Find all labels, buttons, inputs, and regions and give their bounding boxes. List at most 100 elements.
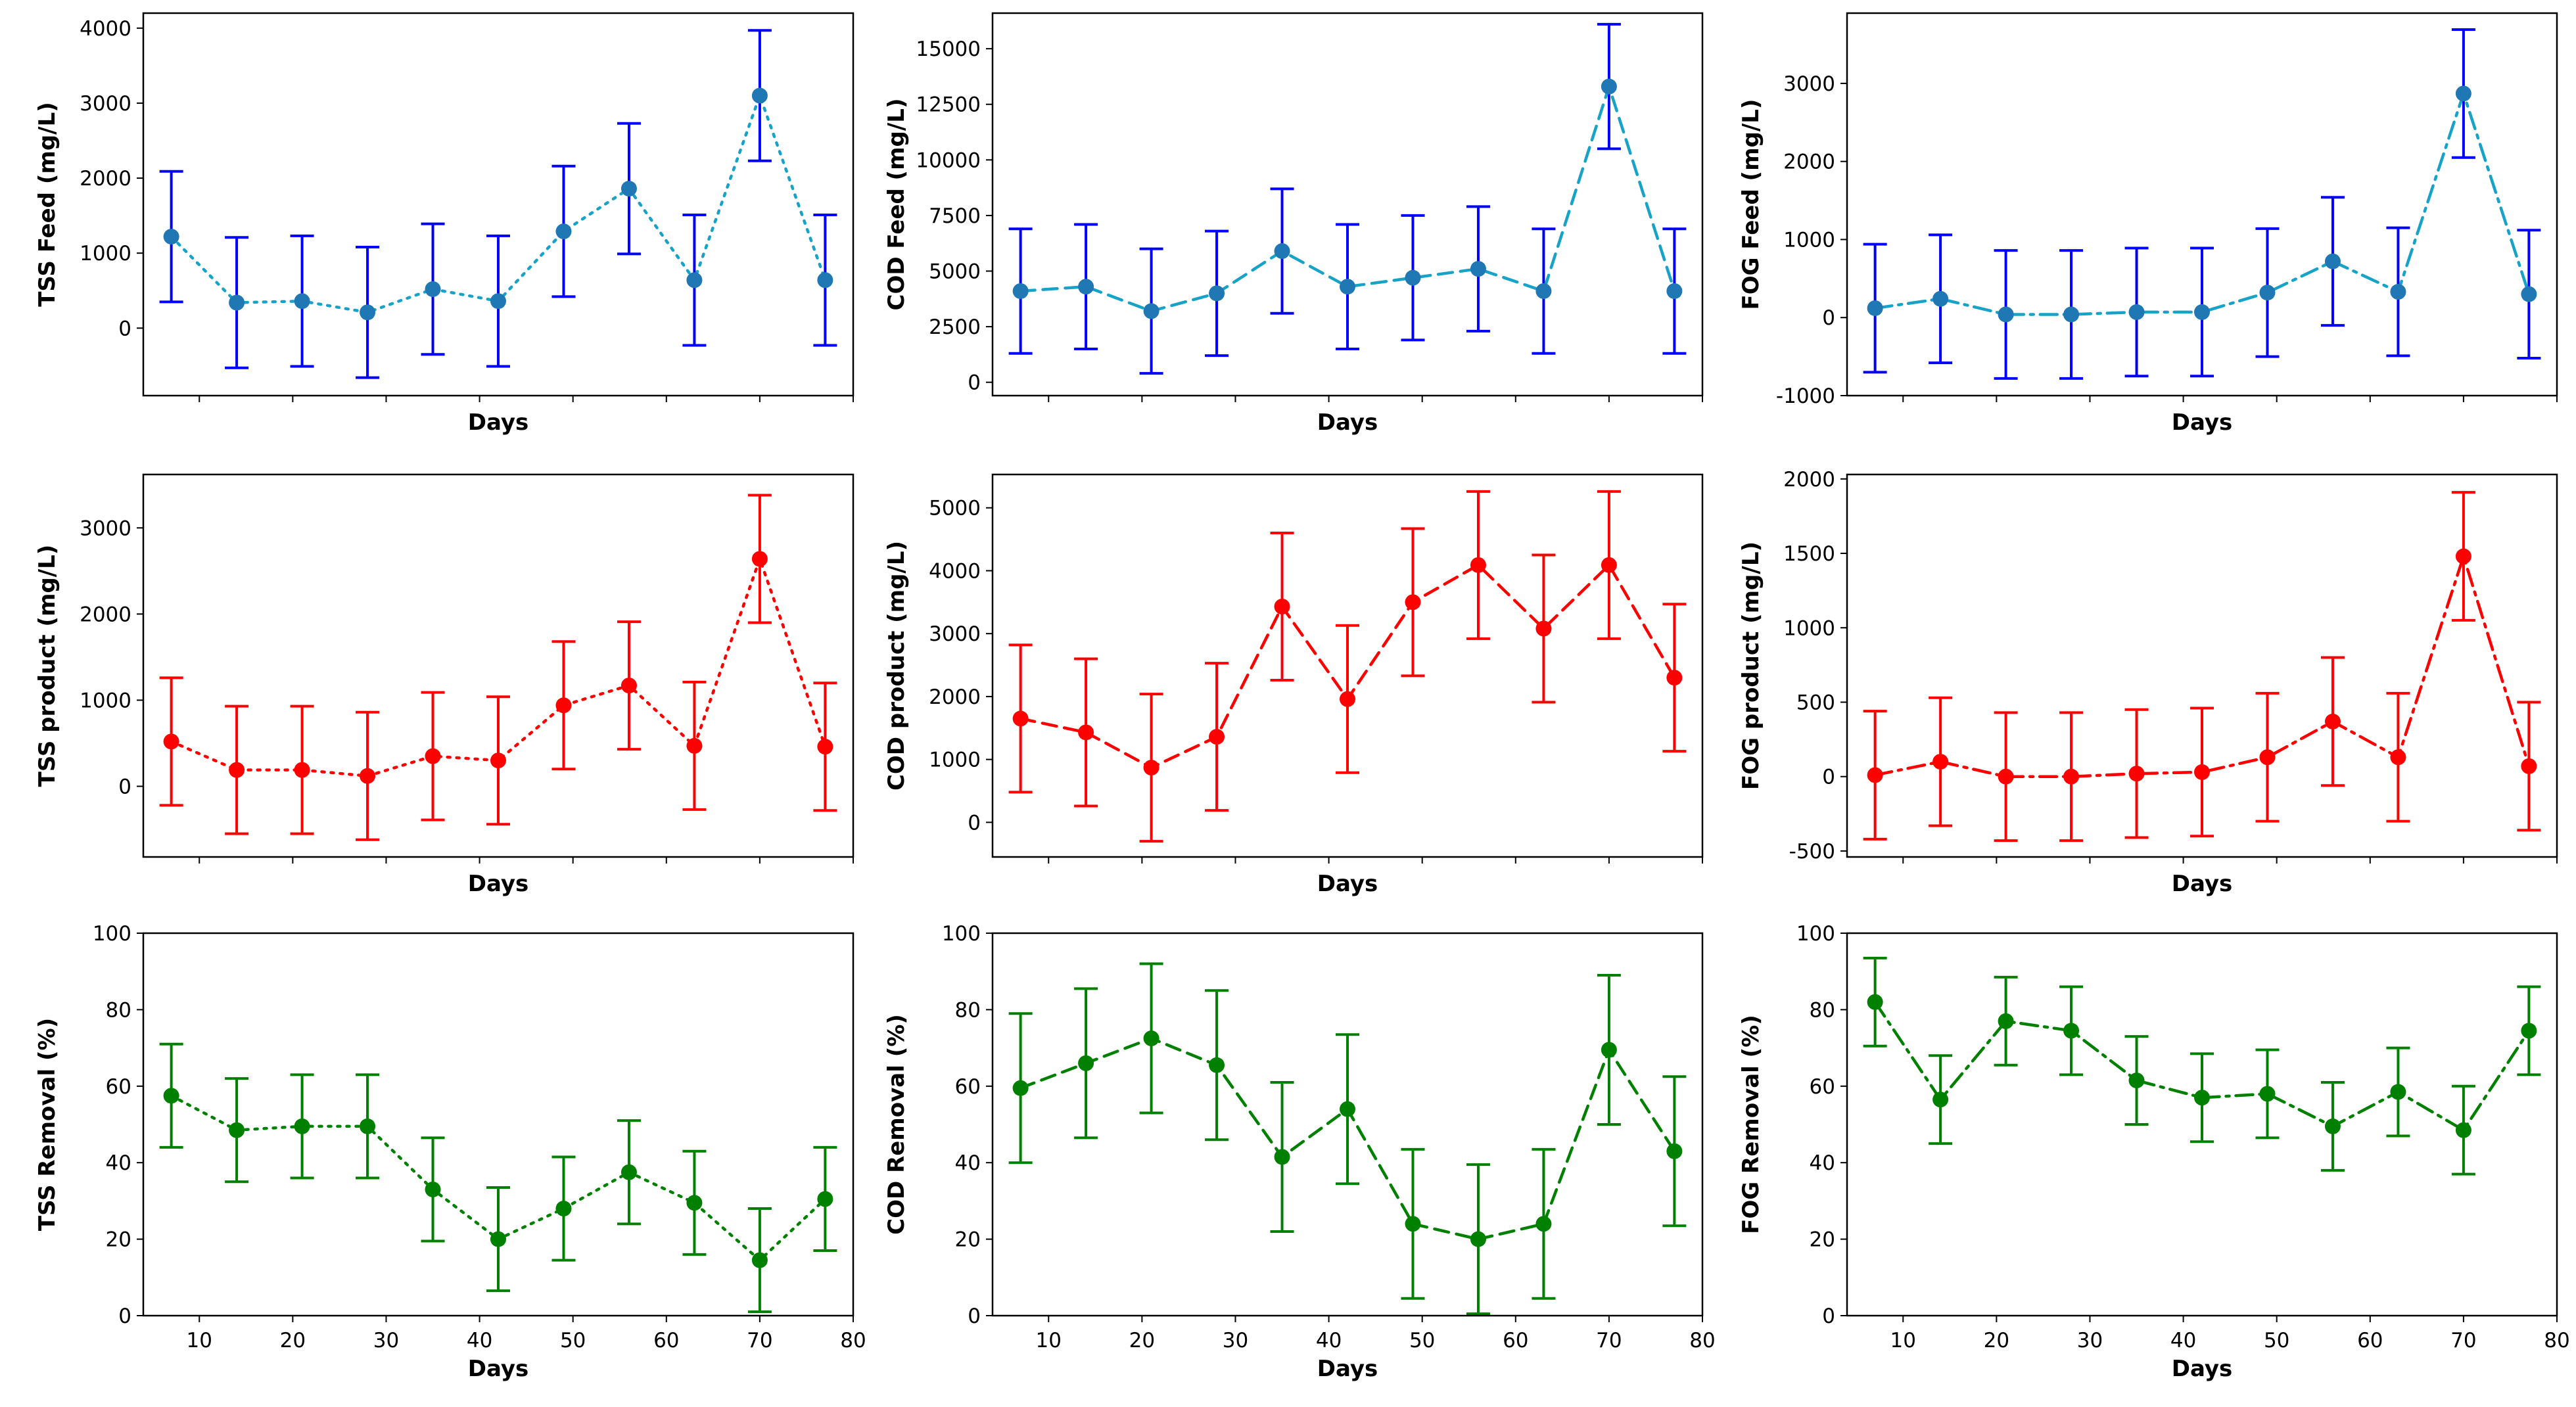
y-tick-label-tss-removal: 0 (118, 1304, 131, 1328)
y-tick-label-tss-feed: 4000 (80, 17, 131, 41)
data-point-tss-feed (686, 272, 703, 288)
data-point-tss-removal (360, 1118, 376, 1134)
x-axis-title-tss-feed: Days (468, 409, 529, 436)
x-axis-title-fog-removal: Days (2172, 1356, 2233, 1382)
y-axis-title-cod-product: COD product (mg/L) (883, 541, 910, 791)
panel-fog-product: -500 0 500 1000 1500 2000 Days FOG product (mg/… (1738, 468, 2558, 897)
y-tick-label-fog-product: 2000 (1783, 468, 1835, 492)
y-tick-label-tss-removal: 80 (106, 998, 131, 1022)
data-point-cod-product (1012, 710, 1029, 727)
data-point-fog-removal (2390, 1084, 2406, 1100)
y-axis-title-tss-feed: TSS Feed (mg/L) (34, 102, 60, 307)
data-point-cod-feed (1340, 279, 1355, 295)
data-point-fog-removal (1998, 1013, 2014, 1029)
y-tick-label-tss-feed: 1000 (80, 242, 131, 265)
data-point-fog-removal (2324, 1118, 2341, 1134)
data-point-fog-product (2521, 758, 2537, 774)
data-point-cod-removal (1143, 1030, 1159, 1047)
x-tick-label-cod-removal: 50 (1409, 1329, 1435, 1352)
data-point-fog-feed (2455, 85, 2471, 102)
y-tick-label-fog-removal: 40 (1810, 1151, 1835, 1175)
y-tick-label-cod-feed: 12500 (916, 93, 981, 117)
panel-fog-feed: -1000 0 1000 2000 3000 Days FOG Feed (mg/L) (1738, 12, 2558, 436)
data-point-fog-removal (2194, 1090, 2210, 1106)
y-tick-label-cod-removal: 60 (955, 1075, 981, 1099)
plot-frame-fog-product (1846, 473, 2558, 858)
y-tick-label-tss-removal: 40 (106, 1151, 131, 1175)
data-point-cod-product (1405, 594, 1421, 611)
y-tick-label-cod-product: 3000 (929, 622, 981, 646)
x-tick-label-tss-removal: 10 (187, 1329, 212, 1352)
data-point-fog-product (2455, 548, 2471, 565)
y-tick-label-tss-product: 3000 (80, 517, 131, 540)
data-point-fog-feed (2063, 306, 2080, 323)
data-point-cod-removal (1405, 1216, 1421, 1232)
y-tick-label-cod-feed: 7500 (929, 204, 981, 228)
y-tick-label-tss-feed: 0 (118, 317, 131, 340)
y-tick-label-fog-feed: 2000 (1783, 150, 1835, 174)
data-point-cod-feed (1601, 78, 1617, 95)
y-tick-label-tss-feed: 2000 (80, 167, 131, 191)
y-tick-label-cod-product: 1000 (929, 749, 981, 772)
data-point-tss-product (425, 748, 441, 764)
data-point-cod-feed (1012, 283, 1029, 299)
data-point-tss-removal (163, 1088, 179, 1104)
panel-tss-feed: 0 1000 2000 3000 4000 Days TSS Feed (mg/L) (34, 12, 855, 436)
y-tick-label-fog-removal: 80 (1810, 998, 1835, 1022)
data-point-cod-feed (1274, 243, 1290, 260)
data-point-cod-product (1470, 557, 1486, 573)
plot-frame-fog-feed (1846, 12, 2558, 397)
y-tick-label-tss-feed: 3000 (80, 92, 131, 116)
data-point-fog-product (2194, 764, 2210, 780)
x-tick-label-fog-removal: 20 (1984, 1329, 2009, 1352)
y-tick-label-fog-feed: 1000 (1783, 228, 1835, 252)
y-tick-label-fog-product: 1000 (1783, 616, 1835, 640)
x-tick-label-tss-removal: 30 (373, 1329, 399, 1352)
data-point-cod-removal (1470, 1231, 1486, 1247)
x-axis-title-tss-removal: Days (468, 1356, 529, 1382)
data-point-tss-product (490, 752, 506, 769)
data-point-fog-product (1998, 768, 2014, 785)
data-point-cod-product (1274, 599, 1290, 615)
data-point-cod-feed (1078, 279, 1094, 295)
panel-cod-feed: 0 2500 5000 7500 10000 12500 15000 Days COD Feed… (883, 12, 1704, 436)
y-tick-label-fog-removal: 60 (1810, 1075, 1835, 1099)
data-point-tss-feed (817, 272, 833, 288)
data-point-tss-feed (163, 229, 179, 245)
data-point-cod-product (1601, 557, 1617, 573)
data-point-tss-product (163, 733, 179, 750)
data-point-cod-product (1535, 620, 1552, 637)
data-point-fog-feed (1998, 306, 2014, 323)
data-point-cod-removal (1274, 1149, 1290, 1165)
data-point-cod-removal (1601, 1042, 1617, 1058)
x-tick-label-tss-removal: 70 (747, 1329, 772, 1352)
x-tick-label-tss-removal: 40 (467, 1329, 492, 1352)
y-tick-label-cod-product: 5000 (929, 497, 981, 520)
y-tick-label-cod-product: 4000 (929, 559, 981, 583)
y-tick-label-cod-removal: 20 (955, 1228, 981, 1252)
y-axis-title-fog-removal: FOG Removal (%) (1738, 1015, 1764, 1234)
panel-cod-removal: 0 20 40 60 80 100 10 20 30 40 50 60 70 80 Days COD Remo… (883, 922, 1716, 1382)
data-point-fog-product (2259, 749, 2276, 766)
data-point-fog-removal (2521, 1023, 2537, 1039)
data-point-tss-product (555, 697, 572, 714)
plot-frame-cod-feed (991, 12, 1704, 397)
x-tick-label-fog-removal: 10 (1890, 1329, 1916, 1352)
y-tick-label-tss-removal: 60 (106, 1075, 131, 1099)
y-axis-title-tss-product: TSS product (mg/L) (34, 545, 60, 787)
data-point-fog-product (2324, 713, 2341, 729)
y-tick-label-cod-removal: 100 (942, 922, 981, 946)
y-tick-label-fog-product: 1500 (1783, 542, 1835, 566)
data-point-tss-feed (490, 293, 506, 310)
data-point-tss-removal (817, 1191, 833, 1207)
panel-cod-product: 0 1000 2000 3000 4000 5000 Days COD product (mg… (883, 473, 1704, 897)
x-tick-label-cod-removal: 20 (1129, 1329, 1155, 1352)
data-point-tss-product (686, 737, 703, 754)
data-point-fog-product (1867, 767, 1883, 783)
data-point-cod-removal (1209, 1057, 1225, 1073)
data-point-cod-removal (1535, 1216, 1552, 1232)
data-point-cod-product (1666, 670, 1683, 686)
y-tick-label-cod-feed: 15000 (916, 37, 981, 61)
x-tick-label-fog-removal: 70 (2450, 1329, 2476, 1352)
data-point-cod-removal (1340, 1101, 1355, 1117)
